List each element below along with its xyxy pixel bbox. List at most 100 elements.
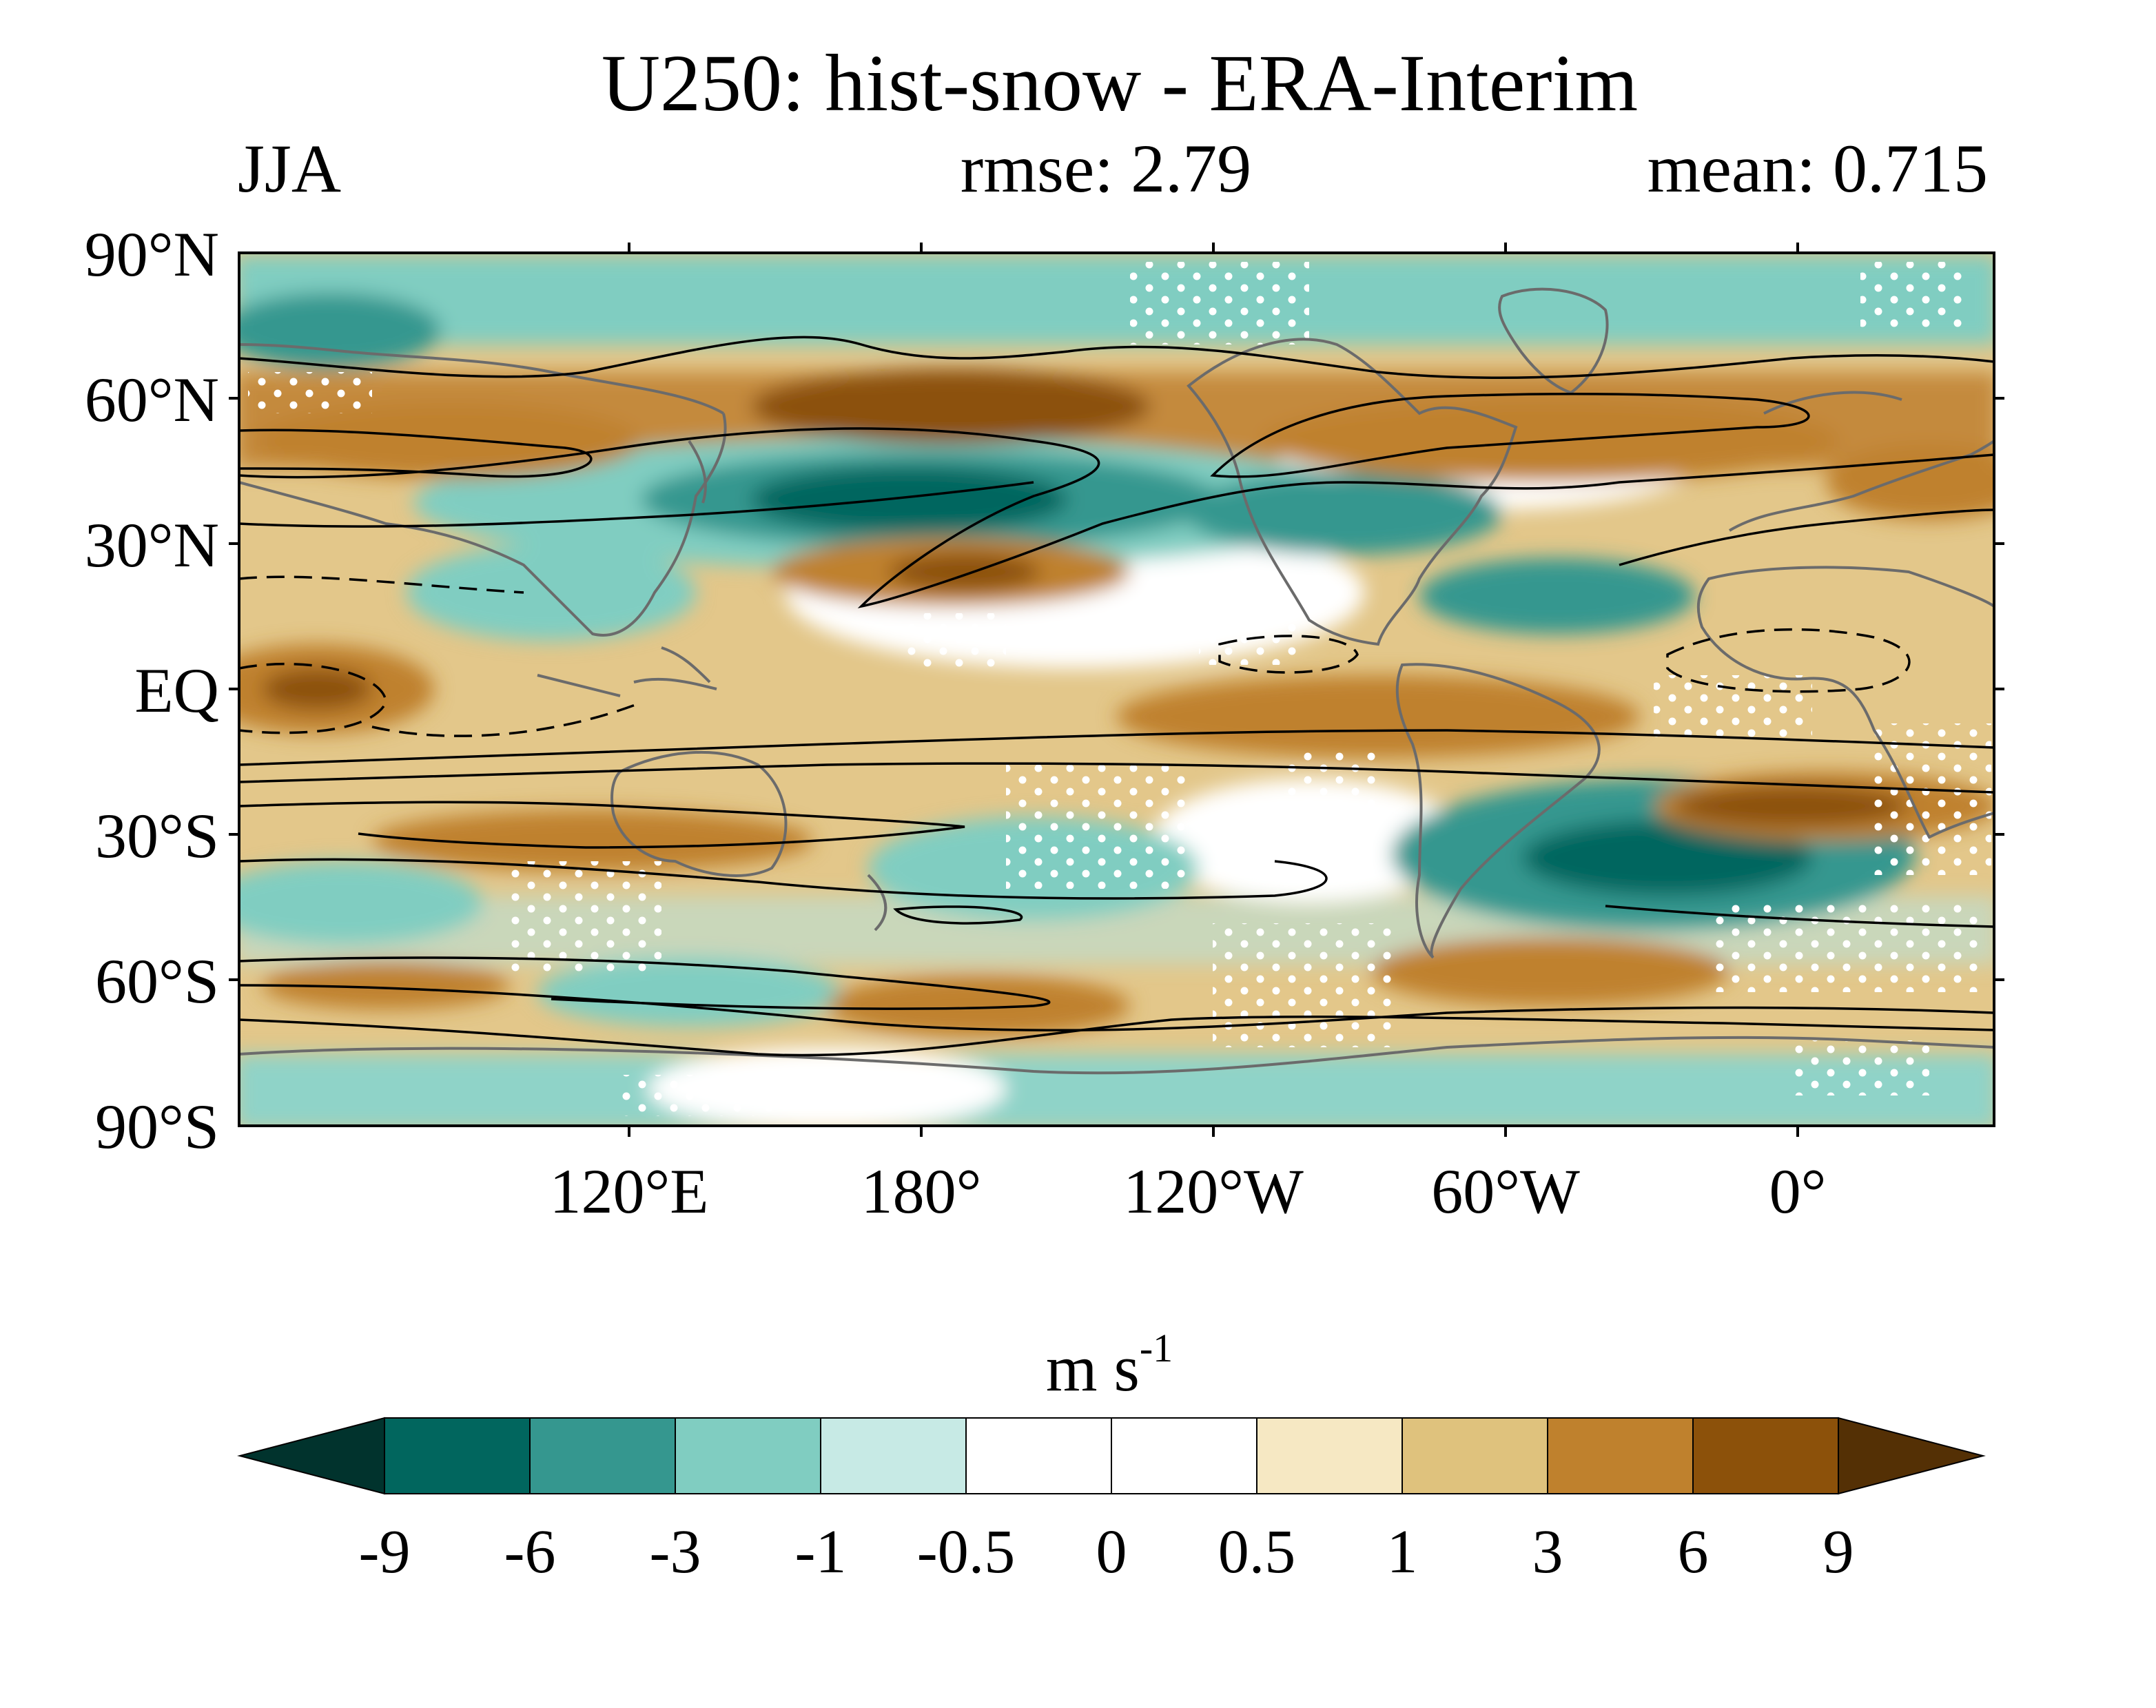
colorbar-swatch (1692, 1417, 1839, 1494)
teal-n-pacific-core (751, 466, 1068, 533)
teal-s-atlantic-core (1523, 820, 1812, 896)
colorbar-swatch (820, 1417, 967, 1494)
teal-atlantic-mid (1419, 558, 1695, 634)
brown-indian-core (262, 668, 372, 710)
contour-sh-high-1 (239, 956, 1051, 1010)
white-east-pacific (1151, 779, 1468, 903)
coast-australia (610, 750, 887, 932)
lat-label: 90°N (85, 219, 219, 289)
colorbar-unit: m s-1 (1046, 1326, 1173, 1405)
coast-europe (1728, 391, 1994, 532)
contour-europe-jet (1619, 508, 1994, 566)
contour-sh-jet-2 (239, 762, 1994, 794)
contour-atlantic-loop (1210, 392, 1810, 478)
colorbar-tick-label: 1 (1387, 1518, 1418, 1586)
contour-nh-jet-1 (239, 427, 1994, 608)
colorbar-tick-label: -1 (795, 1518, 847, 1586)
dashed-e-pacific (1218, 635, 1359, 674)
lon-label: 120°E (550, 1156, 709, 1226)
contour-sh-jet-4 (239, 858, 1328, 900)
contour-sh-loop (893, 905, 1023, 925)
teal-arctic-west (239, 293, 441, 369)
dashed-asia (239, 575, 524, 594)
colorbar-tick-label: 0 (1096, 1518, 1127, 1586)
brown-s-atlantic-core (1674, 785, 1909, 827)
teal-sw-pacific (537, 958, 841, 1027)
lat-label: 90°S (95, 1091, 219, 1162)
map-panel (229, 243, 2004, 1137)
axis-ticks (229, 243, 2004, 1137)
colorbar-extend-low (237, 1417, 385, 1495)
coastlines (239, 287, 1994, 1075)
brown-s-pacific-high (827, 975, 1130, 1037)
lon-label: 0° (1769, 1156, 1827, 1226)
chart-title: U250: hist-snow - ERA-Interim (602, 38, 1638, 128)
colorbar-tick-label: 6 (1678, 1518, 1709, 1586)
coast-antarctica (239, 1036, 1994, 1075)
coast-greenland (1498, 287, 1609, 395)
colorbar: m s-1 -9 -6 -3 -1 -0.5 0 0.5 1 3 6 9 (237, 1326, 1986, 1586)
colorbar-swatch (529, 1417, 676, 1494)
colorbar-swatch (1402, 1417, 1548, 1494)
lat-label: 60°N (85, 364, 219, 435)
coast-asia (239, 343, 727, 637)
colorbar-tick-label: -3 (650, 1518, 701, 1586)
teal-s-indian (239, 861, 482, 944)
climatology-contours (239, 336, 1994, 1057)
colorbar-extend-high (1838, 1417, 1986, 1495)
brown-tropical-atlantic (1116, 675, 1640, 758)
contour-nh-mid (239, 429, 593, 478)
mean-label: mean: 0.715 (1647, 130, 1988, 207)
colorbar-swatch (384, 1417, 531, 1494)
colorbar-body (237, 1417, 1986, 1495)
brown-w-pacific (751, 369, 1151, 444)
lon-label: 120°W (1123, 1156, 1304, 1226)
colorbar-tick-label: -0.5 (917, 1518, 1015, 1586)
contour-sh-high-2 (239, 984, 1994, 1032)
colorbar-tick-label: -9 (359, 1518, 411, 1586)
significance-stippling (248, 262, 1991, 1116)
colorbar-swatch (1547, 1417, 1694, 1494)
lon-label: 60°W (1431, 1156, 1580, 1226)
contour-sh-jet-1 (239, 729, 1994, 766)
lat-labels: 90°N 60°N 30°N EQ 30°S 60°S 90°S (85, 219, 219, 1162)
lat-label: 60°S (95, 946, 219, 1016)
lon-label: 180° (861, 1156, 982, 1226)
colorbar-swatch (1256, 1417, 1403, 1494)
colorbar-tick-label: -6 (504, 1518, 556, 1586)
brown-east-north (1826, 444, 1994, 520)
lon-labels: 120°E 180° 120°W 60°W 0° (550, 1156, 1827, 1226)
teal-n-atlantic (1185, 472, 1502, 555)
lat-label: 30°S (95, 801, 219, 871)
colorbar-swatch (965, 1417, 1112, 1494)
brown-eurasia (255, 403, 641, 479)
coast-africa (1696, 566, 1994, 839)
rmse-label: rmse: 2.79 (961, 130, 1251, 207)
brown-n-pacific-core (889, 553, 1040, 591)
colorbar-swatch (1111, 1417, 1257, 1494)
season-label: JJA (238, 130, 341, 207)
contour-nh-jet-2 (239, 481, 1034, 528)
dashed-maritime (371, 701, 641, 737)
brown-s-indian-high (262, 961, 510, 1009)
coast-north-america (1187, 338, 1518, 646)
anomaly-field (239, 255, 1994, 1126)
dashed-indian (239, 662, 387, 734)
colorbar-tick-label: 0.5 (1218, 1518, 1296, 1586)
contour-sh-high-3 (239, 1015, 1994, 1057)
contour-nh-polar (239, 336, 1994, 380)
colorbar-swatch (675, 1417, 821, 1494)
band-antarctic-teal (239, 1054, 1994, 1126)
lat-label: EQ (134, 655, 219, 726)
lat-label: 30°N (85, 510, 219, 580)
colorbar-labels: -9 -6 -3 -1 -0.5 0 0.5 1 3 6 9 (359, 1518, 1854, 1586)
contour-s-atlantic (1605, 905, 1994, 928)
brown-australia (372, 810, 813, 872)
band-arctic-teal (239, 255, 1994, 344)
colorbar-tick-label: 9 (1823, 1518, 1854, 1586)
negative-contours (239, 575, 1911, 737)
coast-indonesia (537, 646, 717, 697)
brown-s-america-high (1371, 937, 1729, 1006)
contour-sh-jet-3 (239, 801, 965, 849)
